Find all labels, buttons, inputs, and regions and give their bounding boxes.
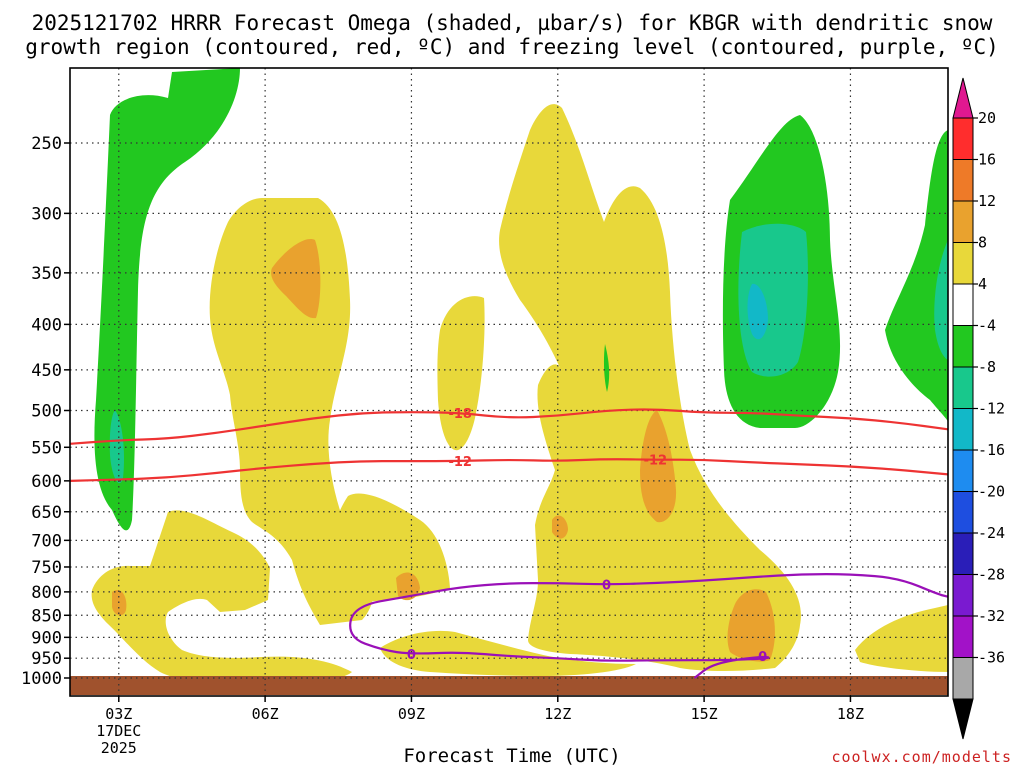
colorbar-label--24: -24 xyxy=(978,524,1005,542)
chart-title-line2: growth region (contoured, red, ºC) and f… xyxy=(25,35,999,59)
colorbar-under-triangle xyxy=(952,698,974,740)
colorbar-swatch-8 xyxy=(952,449,974,492)
plot-frame xyxy=(69,67,949,697)
xtick-label-18Z: 18Z xyxy=(837,705,864,723)
colorbar-label-12: 12 xyxy=(978,192,996,210)
colorbar-label--36: -36 xyxy=(978,649,1005,667)
ytick-label-650: 650 xyxy=(31,503,62,523)
omega-region-positive-g xyxy=(855,605,948,672)
ytick-label-500: 500 xyxy=(31,402,62,422)
colorbar-swatch-7 xyxy=(952,408,974,451)
omega-region-negative-far-east-core xyxy=(934,240,948,360)
omega-region-positive-d-core2 xyxy=(552,515,568,539)
xtick-label-06Z: 06Z xyxy=(252,705,279,723)
colorbar-swatch-4 xyxy=(952,283,974,326)
contour-dgz-minus12-label-1: -12 xyxy=(644,454,668,469)
contour-dgz-minus12-label-0: -12 xyxy=(448,455,472,470)
xtick-date: 17DEC xyxy=(96,722,141,740)
xtick-label-12Z: 12Z xyxy=(544,705,571,723)
ytick-label-850: 850 xyxy=(31,606,62,626)
xtick-year: 2025 xyxy=(101,739,137,757)
omega-region-positive-c xyxy=(437,296,485,451)
omega-region-positive-a xyxy=(209,198,375,625)
colorbar-swatch-3 xyxy=(952,242,974,285)
omega-region-positive-d xyxy=(499,104,801,671)
colorbar-label-20: 20 xyxy=(978,109,996,127)
contour-freezing-level-label-2: 0 xyxy=(758,650,767,665)
gridlines xyxy=(70,68,948,696)
colorbar-label-16: 16 xyxy=(978,151,996,169)
ytick-label-900: 900 xyxy=(31,628,62,648)
omega-region-negative-far-east xyxy=(885,130,948,422)
colorbar-label--12: -12 xyxy=(978,400,1005,418)
omega-region-positive-f xyxy=(380,630,636,676)
ytick-label-550: 550 xyxy=(31,438,62,458)
colorbar-label-4: 4 xyxy=(978,275,987,293)
ytick-label-400: 400 xyxy=(31,315,62,335)
colorbar-swatch-12 xyxy=(952,615,974,658)
colorbar-swatch-0 xyxy=(952,117,974,160)
contour-freezing-level-label-1: 0 xyxy=(602,579,611,594)
colorbar-swatch-9 xyxy=(952,491,974,534)
ytick-label-950: 950 xyxy=(31,649,62,669)
colorbar-over-triangle xyxy=(952,77,974,119)
contour-dgz-minus18 xyxy=(69,408,949,445)
colorbar-label-8: 8 xyxy=(978,234,987,252)
colorbar-swatch-10 xyxy=(952,532,974,575)
xtick-label-09Z: 09Z xyxy=(398,705,425,723)
ytick-label-1000: 1000 xyxy=(21,669,62,689)
colorbar-label--20: -20 xyxy=(978,483,1005,501)
omega-region-negative-west xyxy=(94,68,240,531)
colorbar-label--4: -4 xyxy=(978,317,996,335)
omega-region-positive-h xyxy=(603,344,610,392)
y-axis: 2503003504004505005506006507007508008509… xyxy=(21,134,70,689)
omega-region-positive-d-core xyxy=(640,410,677,523)
xtick-label-15Z: 15Z xyxy=(691,705,718,723)
colorbar-label--28: -28 xyxy=(978,566,1005,584)
contour-dgz-minus12 xyxy=(69,458,949,482)
contour-freezing-level xyxy=(349,572,949,679)
xtick-label-03Z: 03Z xyxy=(105,705,132,723)
omega-region-positive-a-core xyxy=(271,239,321,319)
ytick-label-700: 700 xyxy=(31,531,62,551)
ground-band xyxy=(70,676,948,695)
colorbar-label--8: -8 xyxy=(978,358,996,376)
colorbar-swatch-6 xyxy=(952,366,974,409)
credit-link[interactable]: coolwx.com/modelts xyxy=(831,748,1012,766)
ytick-label-250: 250 xyxy=(31,134,62,154)
chart-title-line1: 2025121702 HRRR Forecast Omega (shaded, … xyxy=(31,11,993,35)
omega-region-negative-east-core2 xyxy=(747,283,768,340)
ytick-label-300: 300 xyxy=(31,204,62,224)
colorbar-swatch-5 xyxy=(952,325,974,368)
x-axis-label: Forecast Time (UTC) xyxy=(403,745,621,767)
omega-region-positive-e-core xyxy=(396,572,420,601)
colorbar-swatch-1 xyxy=(952,159,974,202)
omega-region-negative-west-core xyxy=(109,410,125,484)
contour-dgz-minus18-label-0: -18 xyxy=(448,407,472,422)
colorbar-label--32: -32 xyxy=(978,607,1005,625)
contours: -18 -12 -12 0 0 0 xyxy=(69,407,949,679)
ytick-label-350: 350 xyxy=(31,264,62,284)
contour-freezing-level-label-0: 0 xyxy=(407,648,416,663)
ytick-label-450: 450 xyxy=(31,361,62,381)
colorbar-swatch-13 xyxy=(952,657,974,700)
omega-region-positive-b xyxy=(91,510,352,685)
colorbar-swatch-2 xyxy=(952,200,974,243)
colorbar-label--16: -16 xyxy=(978,441,1005,459)
ytick-label-750: 750 xyxy=(31,558,62,578)
colorbar: 20 16 12 8 4 -4 -8 -12 -16 -20 -24 -28 -32 -36 xyxy=(952,77,1005,740)
omega-shading xyxy=(91,68,948,685)
omega-region-positive-d-core3 xyxy=(727,589,775,662)
ytick-label-800: 800 xyxy=(31,583,62,603)
ytick-label-600: 600 xyxy=(31,472,62,492)
colorbar-swatch-11 xyxy=(952,574,974,617)
